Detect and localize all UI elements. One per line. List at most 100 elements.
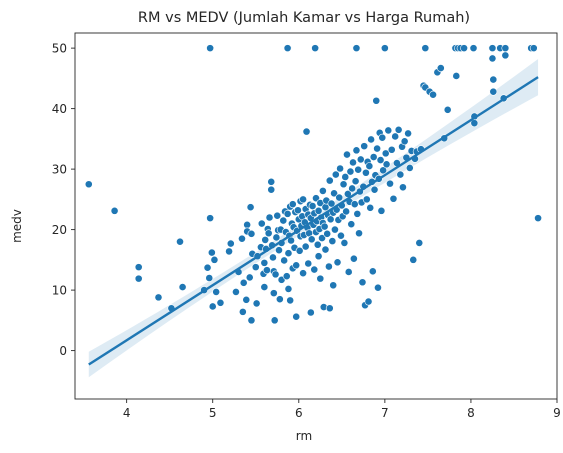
x-tick-label: 7 [381, 406, 389, 420]
chart-title: RM vs MEDV (Jumlah Kamar vs Harga Rumah) [138, 10, 470, 26]
data-point [365, 162, 374, 170]
data-point [246, 203, 255, 212]
x-tick-label: 5 [209, 406, 217, 420]
data-point [216, 298, 225, 307]
data-point [381, 149, 390, 158]
data-point [354, 165, 363, 174]
x-tick-label: 4 [123, 406, 131, 420]
data-point [238, 307, 247, 316]
regression-line [88, 76, 539, 366]
data-point [331, 170, 340, 179]
y-tick-label: 50 [52, 42, 67, 56]
data-point [344, 268, 353, 276]
data-point [312, 194, 320, 203]
data-point [301, 242, 310, 251]
data-point [307, 235, 316, 244]
data-point [399, 183, 407, 192]
data-point [304, 259, 313, 268]
data-point [396, 170, 405, 179]
data-point [251, 263, 260, 272]
data-point [178, 283, 187, 291]
data-point [327, 199, 336, 208]
data-point [299, 195, 307, 204]
data-point [330, 189, 338, 198]
data-point [257, 219, 266, 228]
data-point [269, 253, 277, 262]
data-point [207, 248, 216, 257]
data-point [372, 96, 381, 105]
data-point [366, 203, 375, 212]
data-point [351, 177, 360, 186]
axes-layer: 4 5 6 7 8 9 0 10 20 30 40 50 [52, 32, 561, 420]
y-axis-label: medv [10, 209, 24, 243]
data-point [314, 252, 323, 261]
data-point [84, 180, 93, 189]
data-point [367, 135, 375, 144]
data-point [374, 283, 382, 292]
plot-frame [74, 32, 558, 400]
data-point [203, 263, 212, 272]
data-point [379, 166, 388, 175]
data-point [377, 206, 386, 215]
data-point [247, 229, 256, 238]
data-point [272, 233, 281, 242]
data-point [488, 44, 497, 53]
data-point [302, 127, 311, 136]
data-point [501, 44, 510, 53]
x-tick-label: 9 [553, 406, 561, 420]
data-point [263, 266, 271, 275]
data-point [325, 304, 334, 313]
y-tick-label: 10 [52, 284, 67, 298]
data-point [339, 180, 348, 189]
data-point [310, 265, 319, 274]
data-point [350, 200, 359, 209]
data-point [292, 261, 301, 270]
data-point [489, 75, 498, 84]
data-point [328, 237, 337, 246]
data-point [239, 278, 248, 287]
data-point [110, 206, 119, 215]
data-point [325, 262, 333, 271]
data-point [273, 211, 282, 220]
data-point [245, 273, 254, 282]
data-point [242, 295, 251, 304]
data-point [225, 247, 233, 256]
data-point [270, 316, 279, 325]
data-point [387, 145, 396, 154]
data-point [247, 316, 256, 325]
data-point [336, 164, 344, 173]
data-point [380, 44, 389, 53]
data-point [284, 284, 293, 293]
data-point [335, 193, 344, 202]
data-point [238, 234, 246, 243]
data-point [275, 246, 283, 255]
data-point [308, 202, 317, 210]
data-point [534, 214, 542, 223]
data-point [356, 155, 365, 164]
data-point [460, 44, 468, 53]
data-point [405, 164, 414, 172]
data-point [489, 87, 498, 96]
data-point [311, 44, 320, 53]
data-point [288, 200, 297, 209]
data-point [400, 137, 409, 146]
data-points-layer [84, 44, 542, 325]
data-point [362, 195, 371, 204]
data-point [382, 160, 391, 169]
data-point [286, 296, 295, 305]
data-point [337, 231, 345, 240]
data-point [386, 179, 394, 188]
data-point [369, 153, 378, 161]
y-tick-label: 30 [52, 163, 67, 177]
data-point [342, 207, 351, 216]
data-point [370, 185, 379, 194]
data-point [409, 255, 418, 264]
data-point [260, 283, 269, 291]
data-point [271, 270, 280, 279]
data-point [306, 308, 315, 317]
data-point [429, 90, 437, 99]
x-axis-label: rm [296, 429, 312, 443]
data-point [470, 119, 479, 128]
data-point [320, 222, 329, 231]
data-point [284, 249, 293, 258]
